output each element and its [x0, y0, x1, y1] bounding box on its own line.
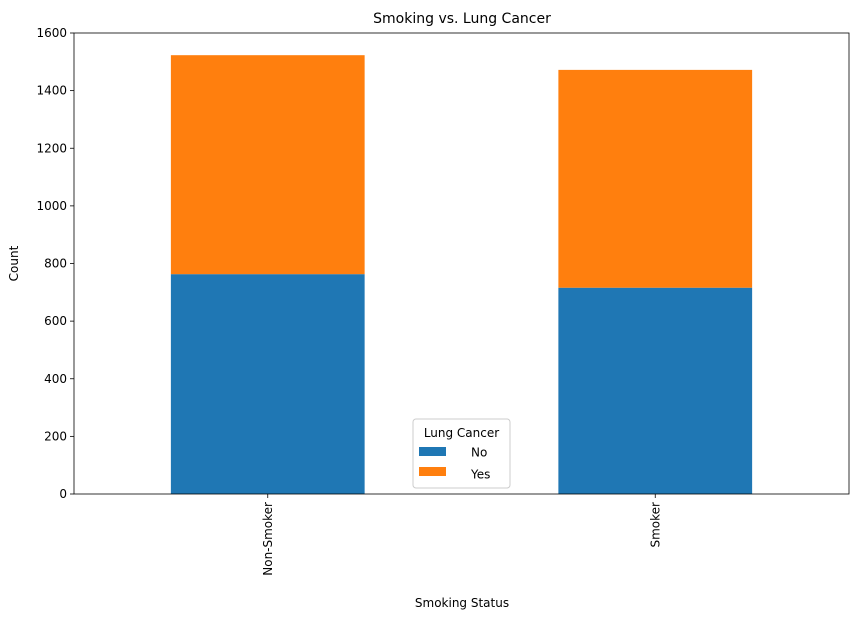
- y-axis: 0 200 400 600 800 1000 1200 1400 1600: [36, 26, 74, 501]
- bar-non-smoker-no: [170, 274, 365, 494]
- y-tick-label: 200: [44, 429, 67, 443]
- bar-smoker-no: [558, 287, 753, 494]
- y-tick-label: 400: [44, 372, 67, 386]
- x-axis-label: Smoking Status: [415, 596, 509, 610]
- y-tick-label: 1200: [36, 141, 67, 155]
- x-tick-label-non-smoker: Non-Smoker: [261, 502, 275, 576]
- y-tick-label: 1400: [36, 84, 67, 98]
- legend-title: Lung Cancer: [424, 426, 499, 440]
- bar-smoker-yes: [558, 69, 753, 288]
- y-tick-label: 800: [44, 257, 67, 271]
- legend: Lung Cancer No Yes: [412, 418, 511, 489]
- legend-label-no: No: [471, 446, 487, 460]
- bar-non-smoker-yes: [170, 55, 365, 275]
- legend-label-yes: Yes: [470, 468, 490, 482]
- chart-title: Smoking vs. Lung Cancer: [373, 11, 551, 27]
- y-axis-label: Count: [7, 245, 21, 281]
- x-axis: Non-Smoker Smoker: [261, 494, 662, 576]
- y-tick-label: 1000: [36, 199, 67, 213]
- y-tick-label: 0: [59, 487, 67, 501]
- x-tick-label-smoker: Smoker: [648, 502, 662, 548]
- y-tick-label: 1600: [36, 26, 67, 40]
- legend-swatch-yes: [419, 467, 446, 476]
- plot-frame: [73, 32, 850, 495]
- legend-swatch-no: [419, 447, 446, 456]
- bars-group: [170, 55, 753, 494]
- y-tick-label: 600: [44, 314, 67, 328]
